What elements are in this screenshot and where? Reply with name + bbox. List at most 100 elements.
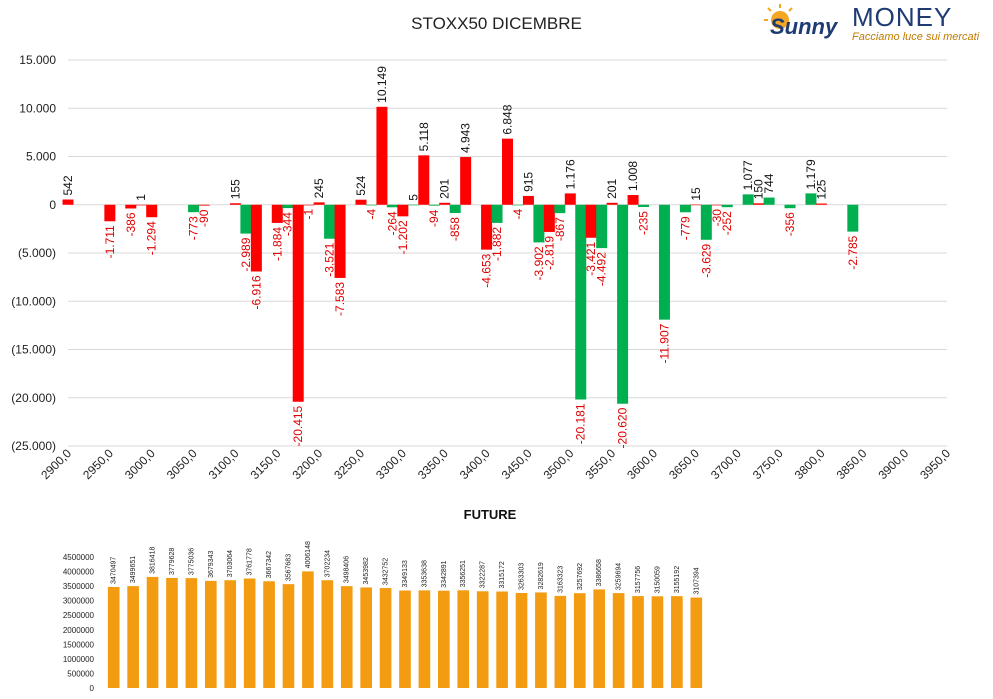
bar [658,204,670,320]
bar-label: -779 [678,216,692,240]
future-bar-label: 3150059 [654,566,661,593]
bar [376,106,388,205]
main-bar-chart: 15.000 10.000 5.000 0 (5.000) (10.000) (15.000… [11,53,953,482]
future-bar-label: 3163323 [557,566,564,593]
y-tick-label: (15.000) [11,343,56,357]
bar [62,199,74,205]
bar-label: -264 [385,211,399,235]
future-bar [593,589,606,688]
future-bar-label: 3356251 [460,560,467,587]
future-bar-label: 3257692 [577,563,584,590]
bar-label: -11.907 [657,323,671,363]
bar [596,204,608,249]
logo-tagline-text: Facciamo luce sui mercati [852,31,980,43]
future-bar-label: 3155192 [674,566,681,593]
x-tick-label: 3000,0 [122,446,158,482]
bar-label: -4 [511,208,525,219]
future-y-tick-label: 3500000 [63,582,95,591]
future-bar [690,597,703,688]
future-bar-label: 4006148 [305,541,312,568]
future-y-tick-label: 4500000 [63,553,95,562]
future-data-labels: 3470497 3499651 3816418 3779628 3775036 36793… [111,541,701,595]
x-tick-label: 3300,0 [373,446,409,482]
logo-word-text: MONEY [852,2,952,32]
bar-label: -20.415 [291,405,305,446]
future-bar [321,580,334,688]
bar-label: 1.179 [804,159,818,189]
bar [146,204,158,218]
bar [711,204,723,206]
future-y-tick-label: 3000000 [63,597,95,606]
future-bar [535,592,547,688]
future-bar [263,581,275,688]
future-bar-label: 3342891 [441,560,448,587]
x-tick-label: 3900,0 [875,446,911,482]
x-tick-label: 3950,0 [917,446,953,482]
bar-label: -6.916 [249,275,263,309]
future-bar-label: 3263303 [519,563,526,590]
bar-label: -3.421 [584,241,598,275]
x-tick-label: 3350,0 [415,446,451,482]
bar-label: -2.819 [542,236,556,270]
future-bar-label: 3282619 [538,562,545,589]
bar-label: 125 [814,179,828,199]
x-tick-label: 3050,0 [164,446,200,482]
bar [700,204,712,240]
future-bar-label: 3679343 [208,551,215,578]
bar-label: 1.077 [741,160,755,190]
bar-label: 542 [61,175,75,195]
bar-label: 4.943 [459,123,473,153]
bar [271,204,283,223]
bar [481,204,493,250]
future-bar-label: 3157756 [635,566,642,593]
bar [690,204,702,206]
bar [397,204,409,217]
future-bar-label: 3259694 [616,563,623,590]
x-tick-label: 3450,0 [499,446,535,482]
bar-label: 201 [605,178,619,198]
bar [282,204,294,209]
bar-label: -1.882 [490,227,504,261]
bar-label: -1.202 [396,220,410,254]
future-bar-label: 3322287 [480,561,487,588]
bar-label: -356 [783,212,797,236]
future-bar [554,595,567,688]
y-tick-label: 0 [49,198,56,212]
chart-title: STOXX50 DICEMBRE [411,14,582,33]
bar [407,204,419,206]
future-bar-label: 3349133 [402,560,409,587]
future-bar [107,586,120,688]
future-bar [166,577,178,688]
x-tick-label: 3650,0 [666,446,702,482]
future-y-tick-label: 4000000 [63,568,95,577]
y-tick-label: (5.000) [18,246,56,260]
bar [512,204,524,206]
future-bar [573,593,586,688]
bar [742,194,754,205]
x-tick-label: 3600,0 [624,446,660,482]
future-bar [438,590,450,688]
bar-label: -235 [637,211,651,235]
bar [815,203,827,205]
bar-label: -3.902 [532,246,546,280]
bar [250,204,262,272]
bar-label: 744 [762,173,776,193]
future-bar-label: 3703064 [227,550,234,577]
future-bar-label: 3779628 [169,548,176,575]
future-bar-label: 3702234 [324,550,331,577]
main-y-axis: 15.000 10.000 5.000 0 (5.000) (10.000) (15.000… [11,53,56,453]
bar [428,204,440,206]
future-bar-label: 3775036 [188,548,195,575]
future-bar-label: 3386658 [596,559,603,586]
y-tick-label: 15.000 [19,53,56,67]
bar-label: -1.711 [103,225,117,258]
future-bar [476,591,489,688]
future-y-axis: 4500000 4000000 3500000 3000000 2500000 20000… [63,553,95,693]
future-bar [399,590,411,688]
bar-label: 15 [689,187,703,201]
main-bars [62,106,859,404]
future-bar [204,580,217,688]
bar-label: -20.181 [574,403,588,444]
x-tick-label: 3800,0 [792,446,828,482]
bar [229,203,241,205]
